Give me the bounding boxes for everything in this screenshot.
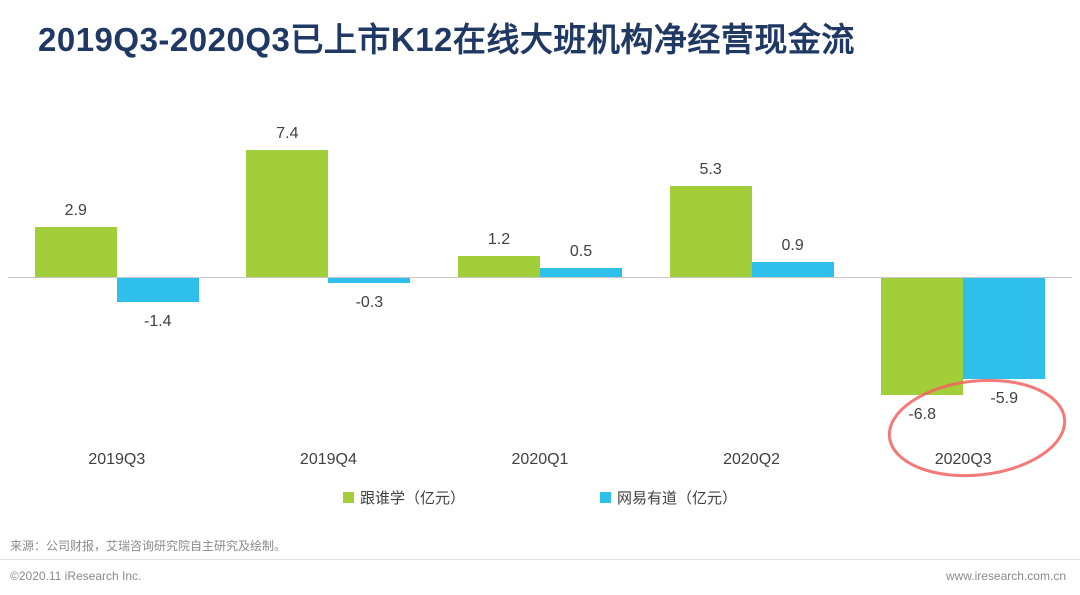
bar-series1-2019Q3 (34, 227, 117, 277)
source-note: 来源：公司财报，艾瑞咨询研究院自主研究及绘制。 (10, 539, 287, 553)
bar-series1-2020Q3 (881, 278, 964, 395)
legend-label-series2: 网易有道（亿元） (617, 490, 738, 507)
footer-divider (0, 559, 1080, 560)
category-label-2019Q4: 2019Q4 (299, 451, 357, 468)
value-label-series1-2020Q1: 1.2 (487, 231, 511, 249)
bar-series2-2020Q2 (751, 261, 834, 277)
value-label-series2-2020Q3: -5.9 (990, 390, 1018, 408)
legend-label-series1: 跟谁学（亿元） (359, 490, 465, 507)
website-link[interactable]: www.iresearch.com.cn (945, 569, 1066, 583)
series1-swatch-icon (342, 492, 354, 503)
bar-series2-2019Q3 (116, 278, 199, 303)
value-label-series1-2019Q3: 2.9 (64, 202, 87, 220)
category-label-2019Q3: 2019Q3 (88, 451, 146, 468)
value-label-series2-2020Q2: 0.9 (781, 236, 804, 254)
chart-title: 2019Q3-2020Q3已上市K12在线大班机构净经营现金流 (38, 21, 855, 58)
value-label-series1-2020Q3: -6.8 (908, 405, 936, 423)
bar-series1-2020Q1 (458, 256, 540, 277)
bar-chart-plot-area: 2.9 -1.4 2019Q3 7.4 -0.3 2019Q4 1.2 0.5 2020Q1 5.… (0, 80, 1080, 490)
copyright-text: ©2020.11 iResearch Inc. (10, 569, 142, 583)
value-label-series2-2019Q3: -1.4 (144, 313, 172, 331)
bar-series1-2020Q2 (669, 185, 752, 277)
bar-series2-2020Q1 (540, 268, 622, 277)
legend-item-series2: 网易有道（亿元） (600, 487, 737, 508)
category-label-2020Q1: 2020Q1 (511, 451, 569, 468)
category-label-2020Q3: 2020Q3 (934, 451, 992, 468)
bar-series2-2020Q3 (963, 278, 1046, 380)
zero-axis-line (8, 277, 1072, 278)
bar-series2-2019Q4 (328, 278, 411, 284)
bar-series1-2019Q4 (246, 149, 329, 277)
category-label-2020Q2: 2020Q2 (723, 451, 781, 468)
chart-legend: 跟谁学（亿元） 网易有道（亿元） (0, 487, 1080, 508)
value-label-series2-2020Q1: 0.5 (569, 243, 593, 261)
series2-swatch-icon (600, 492, 611, 503)
legend-item-series1: 跟谁学（亿元） (342, 487, 465, 508)
value-label-series1-2019Q4: 7.4 (276, 124, 299, 142)
value-label-series1-2020Q2: 5.3 (699, 160, 722, 178)
value-label-series2-2019Q4: -0.3 (355, 294, 384, 312)
